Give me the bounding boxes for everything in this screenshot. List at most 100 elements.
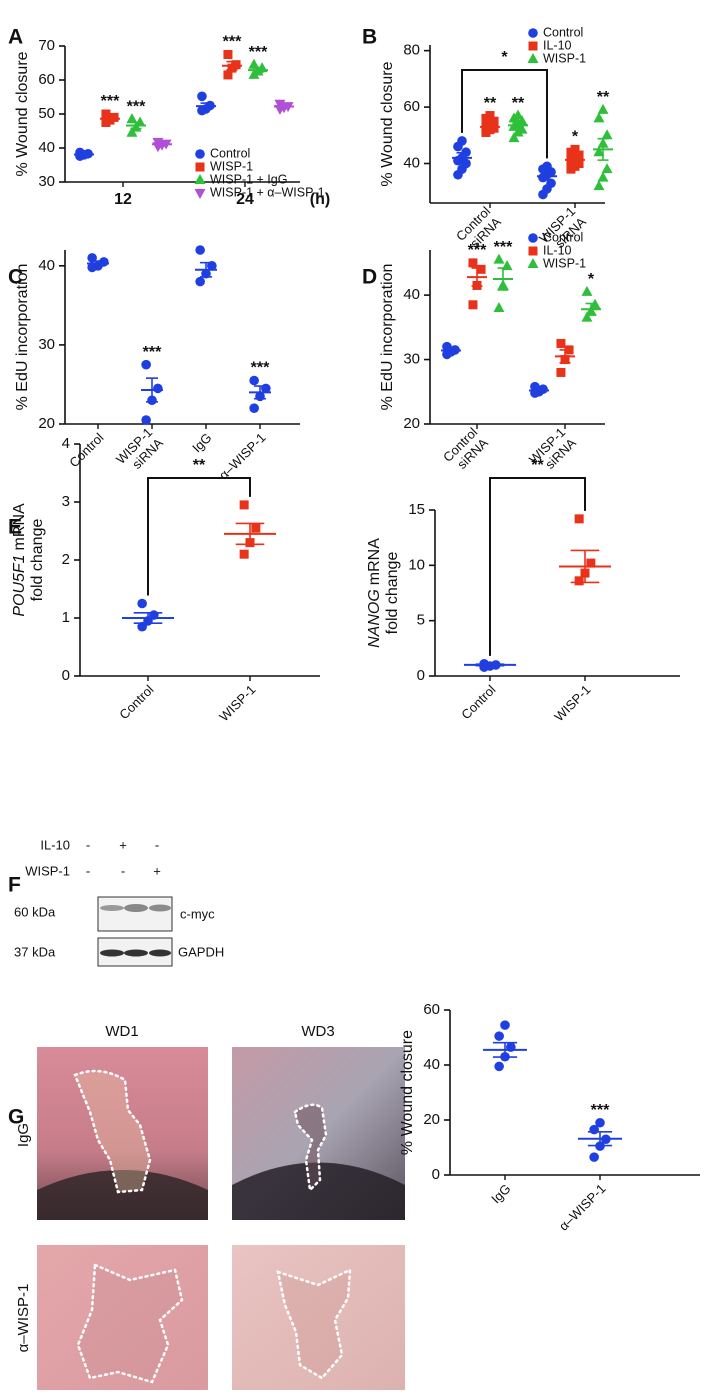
data-point [597,103,609,114]
data-point [601,129,613,140]
data-point [489,116,499,126]
data-point [134,116,146,127]
legend-label: WISP-1 [543,256,586,270]
y-axis-label: fold change [384,552,401,635]
data-point [476,264,486,274]
band-protein: c-myc [180,906,215,921]
data-point [248,58,260,69]
x-tick-label-group: WISP-1 [551,682,593,724]
photo [232,1245,405,1390]
data-point [574,514,584,524]
chart: A 30 40 50 60 70 % Wound closure 12 24 (h) *** *** *… [8,26,330,209]
panel-letter: D [362,266,377,289]
data-point [153,383,163,394]
data-point [601,163,613,174]
y-tick-label: 15 [408,501,425,518]
significance: ** [484,95,497,112]
data-point [494,1031,504,1041]
band [100,949,124,957]
data-point [457,136,467,146]
significance: *** [468,242,487,259]
significance: ** [597,89,610,106]
legend-marker [194,189,206,199]
row-label: WISP-1 [25,863,70,878]
x-tick-label-group: IgG [488,1181,513,1206]
y-tick-label: 2 [62,551,70,568]
gene-name: NANOG [366,589,383,648]
data-point [556,367,566,377]
x-tick-label: Control [66,430,106,470]
sign: - [86,837,90,852]
data-point [137,598,147,609]
wound-outline [276,1267,352,1380]
panel-letter: C [8,266,23,289]
y-tick-label: 40 [403,154,420,171]
significance: *** [101,93,120,110]
legend-marker [528,246,538,256]
panel-letter: E [8,516,22,539]
data-point [546,178,556,189]
data-point [597,171,609,182]
significance: *** [127,98,146,115]
data-point [223,70,233,80]
y-tick-label: 20 [403,415,420,432]
photo [37,1245,208,1390]
y-tick-label: 0 [62,667,70,684]
wound-outline [293,1103,328,1193]
x-tick-label: Control [116,682,156,722]
y-tick-label: 30 [38,336,55,353]
significance: * [501,49,508,66]
data-point [249,403,259,413]
wound-outline [73,1069,152,1194]
x-tick-label: α–WISP-1 [216,430,269,483]
x-tick-label-group: α–WISP-1 [556,1181,609,1234]
y-axis-label: % Wound closure [399,1030,416,1155]
band-size: 37 kDa [14,944,56,959]
sign: - [86,863,90,878]
legend-label: WISP-1 + IgG [210,172,287,186]
y-axis-label: fold change [29,519,46,602]
x-tick-label-group: WISP-1 [216,682,258,724]
blot-box [97,896,173,932]
data-point [500,1020,510,1030]
y-axis-label-part: mRNA [366,538,383,585]
y-tick-label: 50 [38,105,55,122]
panel-letter: B [362,26,377,49]
band [100,905,124,911]
legend-marker [528,28,538,38]
y-axis-label: % Wound closure [14,51,31,176]
data-point [468,258,478,268]
x-tick-label-group: Control [458,682,498,722]
row-label: α–WISP-1 [15,1284,32,1353]
row-label: IL-10 [40,837,70,852]
significance: ** [512,95,525,112]
significance: *** [249,44,268,61]
data-point [195,276,205,287]
data-point [494,1061,504,1072]
data-point [197,91,207,102]
data-point [126,126,138,137]
data-point [574,576,584,586]
column-label: WD3 [301,1023,334,1040]
data-point [468,300,478,310]
photo-shadow [232,1162,405,1220]
data-point [231,60,241,70]
data-point [581,285,593,296]
y-tick-label: 5 [417,612,425,629]
data-point [574,159,584,168]
legend-marker [528,233,538,243]
data-point [141,359,151,370]
y-tick-label: 40 [38,139,55,156]
data-point [239,549,249,559]
significance: *** [251,360,270,377]
x-tick-label: α–WISP-1 [556,1181,609,1234]
legend-label: IL-10 [543,38,572,52]
wound-outline [76,1263,184,1384]
x-tick-label-group: α–WISP-1 [216,430,269,483]
bracket [147,477,251,596]
significance: *** [143,344,162,361]
legend-label: Control [543,230,583,244]
legend-label: WISP-1 + α–WISP-1 [210,185,325,199]
